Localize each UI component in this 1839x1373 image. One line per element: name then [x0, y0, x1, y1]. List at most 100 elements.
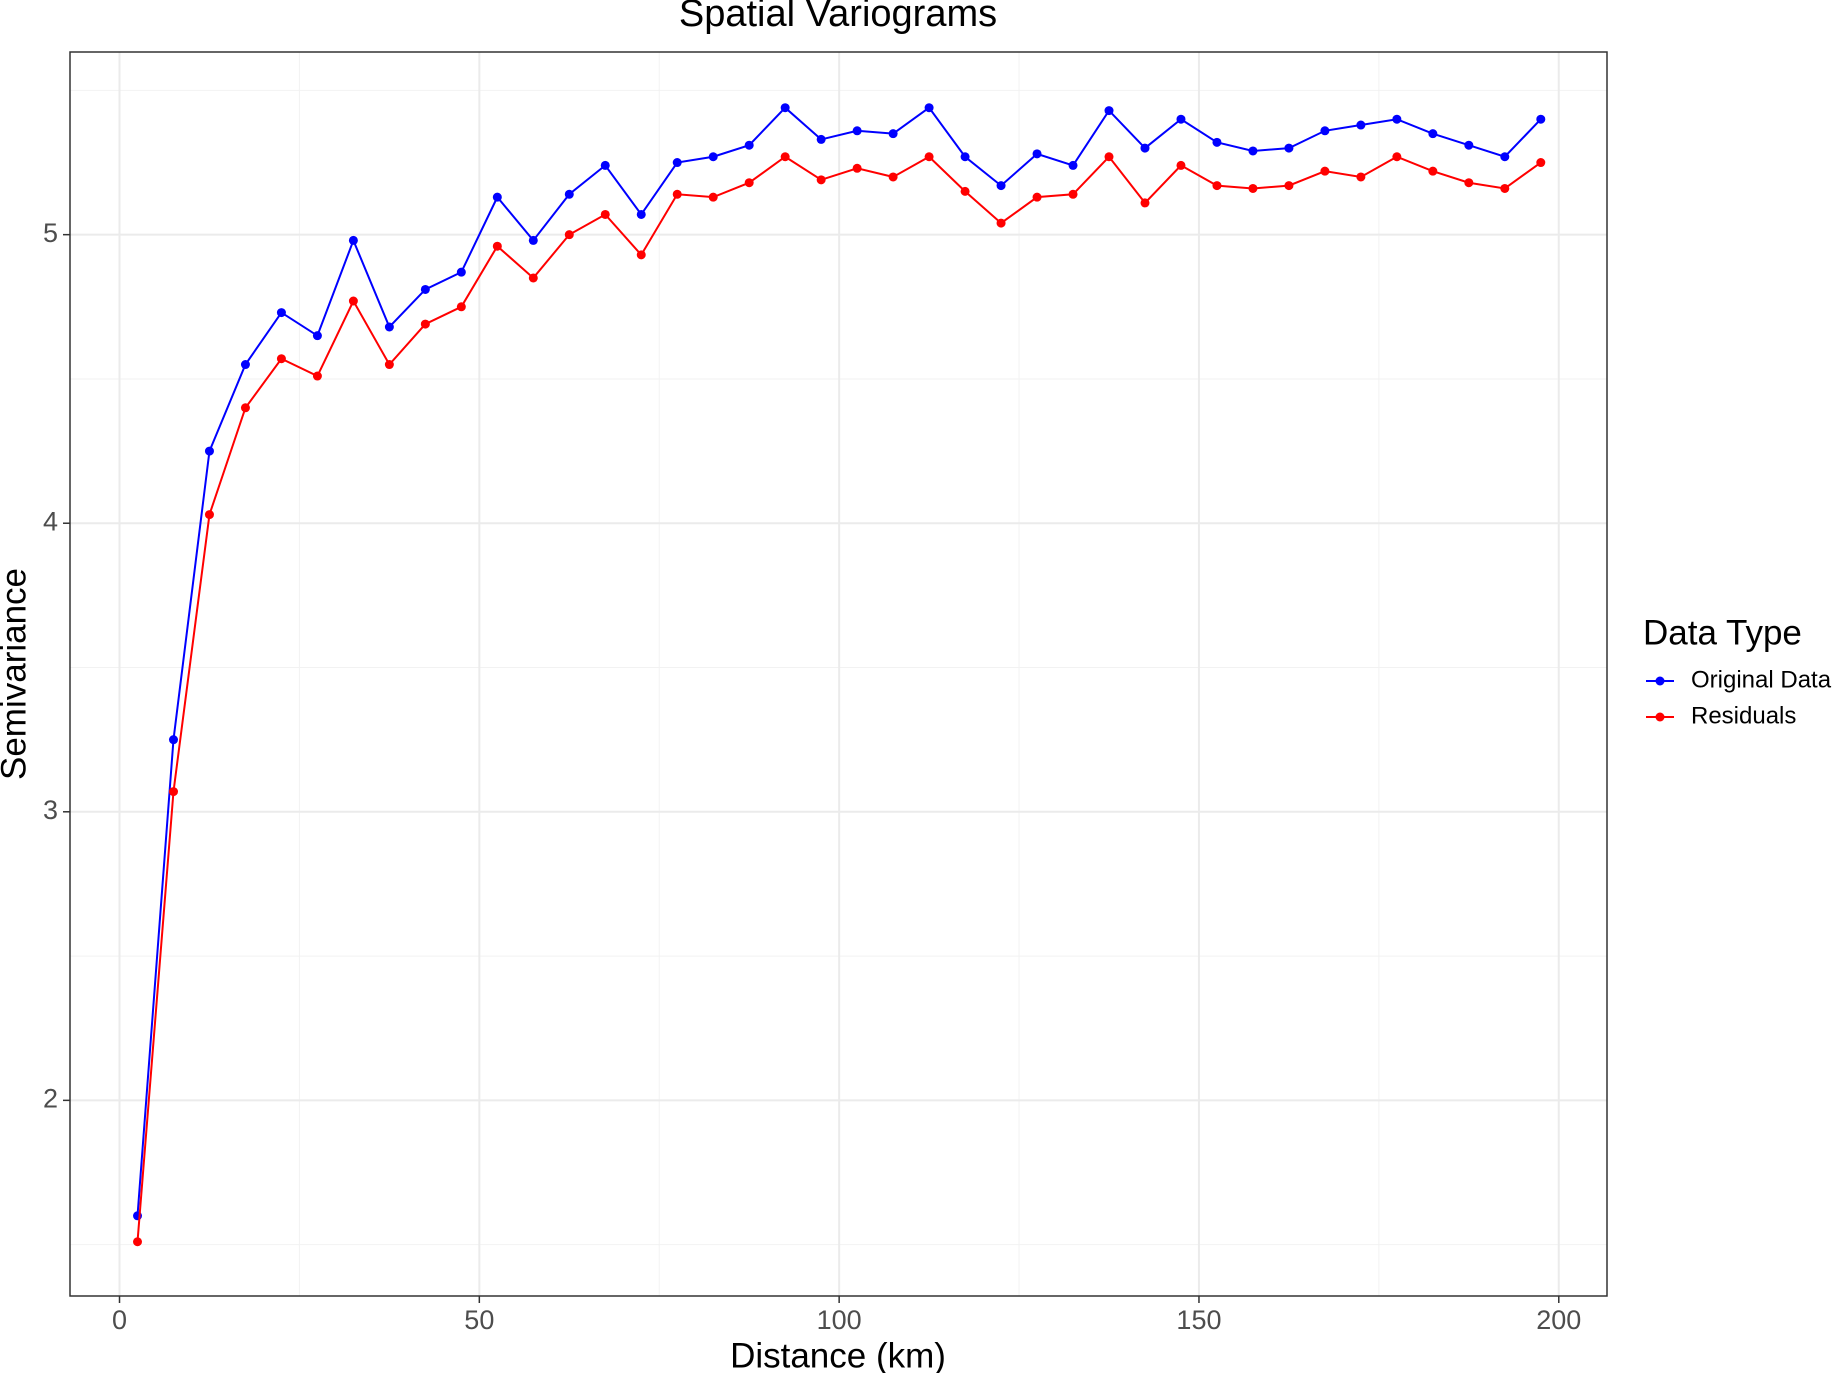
plot-border: [69, 51, 1608, 1297]
data-point: [133, 1237, 143, 1247]
data-point: [1140, 143, 1150, 153]
data-point: [1176, 114, 1186, 124]
data-point: [996, 181, 1006, 191]
data-point: [1068, 189, 1078, 199]
data-point: [1284, 143, 1294, 153]
data-point: [384, 322, 394, 332]
data-point: [528, 273, 538, 283]
data-point: [1032, 192, 1042, 202]
data-point: [1212, 181, 1222, 191]
data-point: [1392, 114, 1402, 124]
chart-title: Spatial Variograms: [679, 0, 997, 35]
data-point: [744, 178, 754, 188]
data-point: [456, 302, 466, 312]
data-point: [276, 354, 286, 364]
data-point: [960, 152, 970, 162]
data-point: [492, 192, 502, 202]
data-point: [1248, 183, 1258, 193]
data-point: [168, 735, 178, 745]
data-point: [564, 230, 574, 240]
data-point: [564, 189, 574, 199]
legend-title: Data Type: [1643, 613, 1802, 652]
y-tick-label: 5: [43, 218, 58, 248]
data-point: [852, 126, 862, 136]
data-point: [1176, 160, 1186, 170]
data-point: [816, 175, 826, 185]
legend-label: Residuals: [1691, 702, 1796, 729]
data-point: [420, 319, 430, 329]
data-point: [1536, 158, 1546, 168]
data-point: [996, 218, 1006, 228]
y-tick-label: 4: [43, 506, 58, 536]
x-tick-label: 50: [464, 1305, 494, 1335]
data-point: [1248, 146, 1258, 156]
data-point: [1068, 160, 1078, 170]
data-point: [1212, 137, 1222, 147]
legend-marker: [1655, 676, 1665, 686]
data-point: [744, 140, 754, 150]
data-point: [492, 241, 502, 251]
data-point: [276, 308, 286, 318]
data-point: [1356, 172, 1366, 182]
y-tick-label: 3: [43, 795, 58, 825]
data-point: [1356, 120, 1366, 130]
data-point: [780, 152, 790, 162]
data-point: [1500, 183, 1510, 193]
data-point: [1428, 129, 1438, 139]
data-point: [888, 172, 898, 182]
data-point: [1500, 152, 1510, 162]
data-point: [600, 160, 610, 170]
data-point: [420, 284, 430, 294]
x-tick-label: 100: [817, 1305, 862, 1335]
y-tick-label: 2: [43, 1083, 58, 1113]
data-point: [708, 152, 718, 162]
y-axis-title: Semivariance: [0, 568, 33, 780]
data-point: [816, 134, 826, 144]
data-point: [924, 152, 934, 162]
data-point: [204, 510, 214, 520]
data-point: [528, 235, 538, 245]
data-point: [204, 446, 214, 456]
data-point: [456, 267, 466, 277]
x-tick-label: 150: [1176, 1305, 1221, 1335]
data-point: [348, 296, 358, 306]
data-point: [348, 235, 358, 245]
data-point: [312, 331, 322, 341]
series-line: [136, 155, 1542, 1242]
data-point: [1032, 149, 1042, 159]
x-axis-title: Distance (km): [730, 1336, 946, 1373]
data-point: [672, 158, 682, 168]
data-point: [1104, 106, 1114, 116]
data-point: [168, 787, 178, 797]
data-point: [1536, 114, 1546, 124]
x-tick-label: 200: [1536, 1305, 1581, 1335]
x-tick-label: 0: [112, 1305, 127, 1335]
data-point: [312, 371, 322, 381]
data-point: [1320, 126, 1330, 136]
data-point: [780, 103, 790, 113]
data-point: [1464, 140, 1474, 150]
data-point: [636, 209, 646, 219]
legend-marker: [1655, 712, 1665, 722]
data-point: [1140, 198, 1150, 208]
data-point: [1284, 181, 1294, 191]
data-point: [384, 360, 394, 370]
data-point: [960, 186, 970, 196]
data-point: [240, 360, 250, 370]
data-point: [708, 192, 718, 202]
data-point: [1104, 152, 1114, 162]
series-line: [136, 106, 1542, 1216]
data-point: [1464, 178, 1474, 188]
data-point: [852, 163, 862, 173]
data-point: [1392, 152, 1402, 162]
legend-label: Original Data: [1691, 666, 1832, 693]
data-point: [888, 129, 898, 139]
data-point: [672, 189, 682, 199]
data-point: [240, 403, 250, 413]
data-point: [600, 209, 610, 219]
data-point: [1320, 166, 1330, 176]
data-point: [924, 103, 934, 113]
data-point: [636, 250, 646, 260]
data-point: [1428, 166, 1438, 176]
